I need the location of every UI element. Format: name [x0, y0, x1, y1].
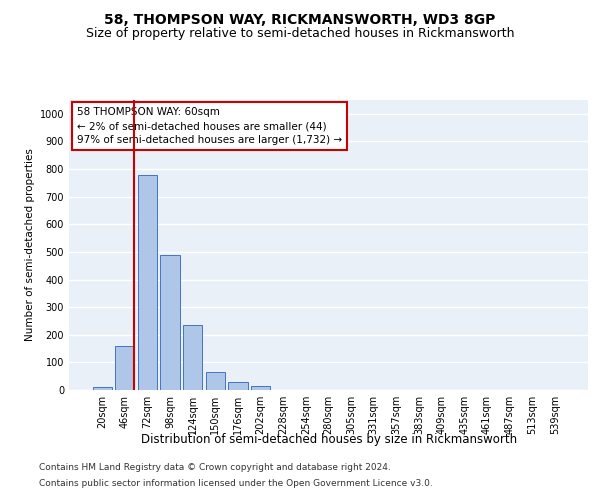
Bar [138, 174, 157, 390]
Text: Contains public sector information licensed under the Open Government Licence v3: Contains public sector information licen… [39, 478, 433, 488]
Bar [92, 387, 112, 390]
Bar [206, 372, 225, 390]
Bar [160, 254, 180, 390]
Text: 58, THOMPSON WAY, RICKMANSWORTH, WD3 8GP: 58, THOMPSON WAY, RICKMANSWORTH, WD3 8GP [104, 12, 496, 26]
Text: 58 THOMPSON WAY: 60sqm
← 2% of semi-detached houses are smaller (44)
97% of semi: 58 THOMPSON WAY: 60sqm ← 2% of semi-deta… [77, 108, 342, 146]
Text: Size of property relative to semi-detached houses in Rickmansworth: Size of property relative to semi-detach… [86, 28, 514, 40]
Text: Distribution of semi-detached houses by size in Rickmansworth: Distribution of semi-detached houses by … [141, 432, 517, 446]
Bar [115, 346, 134, 390]
Bar [183, 325, 202, 390]
Text: Contains HM Land Registry data © Crown copyright and database right 2024.: Contains HM Land Registry data © Crown c… [39, 464, 391, 472]
Bar [229, 382, 248, 390]
Bar [251, 386, 270, 390]
Y-axis label: Number of semi-detached properties: Number of semi-detached properties [25, 148, 35, 342]
